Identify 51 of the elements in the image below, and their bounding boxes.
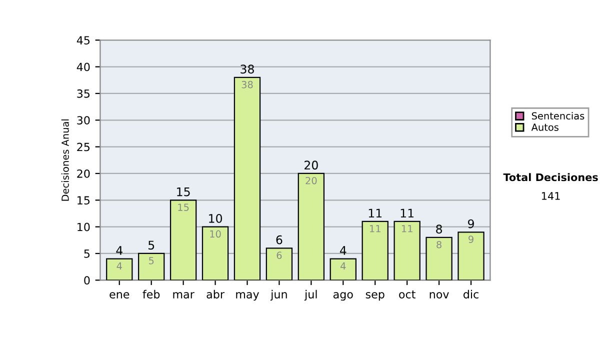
- x-tick-label: jul: [304, 290, 317, 301]
- y-tick-label: 35: [77, 89, 90, 98]
- total-label: 6: [276, 235, 282, 244]
- total-label: 8: [436, 224, 442, 234]
- x-tick-label: dic: [464, 290, 478, 298]
- data-label: 10: [210, 230, 221, 238]
- total-label: 4: [340, 246, 346, 255]
- x-tick-label: jun: [270, 290, 287, 301]
- total-label: 11: [400, 208, 414, 218]
- x-tick-label: feb: [142, 290, 160, 298]
- data-label: 38: [242, 80, 253, 88]
- y-tick-label: 30: [77, 116, 90, 125]
- x-tick-label: may: [236, 292, 260, 301]
- x-tick-label: abr: [206, 290, 224, 298]
- y-tick-label: 20: [77, 169, 90, 178]
- y-tick-label: 5: [84, 250, 90, 258]
- x-tick-label: ene: [110, 292, 130, 298]
- total-label: 15: [177, 187, 190, 196]
- total-label: 38: [240, 64, 254, 74]
- y-tick-label: 45: [76, 36, 90, 44]
- total-label: 10: [209, 214, 222, 223]
- x-tick-label: mar: [173, 292, 194, 298]
- total-label: 20: [304, 160, 318, 170]
- data-label: 20: [306, 176, 317, 184]
- data-label: 4: [340, 262, 346, 270]
- data-label: 4: [116, 262, 122, 270]
- total-label: 5: [148, 240, 154, 250]
- total-label: 11: [368, 208, 382, 218]
- legend-label: Autos: [531, 124, 558, 131]
- y-axis-title: Decisiones Anual: [61, 119, 69, 201]
- total-label: 4: [116, 246, 122, 255]
- text: 141: [542, 192, 560, 200]
- text: Total Decisiones: [503, 173, 598, 182]
- data-label: 9: [468, 236, 474, 243]
- x-tick-label: nov: [430, 292, 449, 298]
- data-label: 11: [370, 225, 380, 232]
- y-tick-label: 15: [78, 196, 90, 205]
- y-tick-label: 40: [76, 62, 90, 72]
- data-label: 5: [149, 257, 154, 264]
- y-tick-label: 10: [78, 222, 90, 232]
- y-tick-label: 0: [84, 276, 90, 285]
- x-tick-label: oct: [399, 290, 416, 298]
- legend-label: Sentencias: [532, 112, 584, 120]
- data-label: 6: [276, 252, 282, 259]
- data-label: 15: [178, 204, 189, 211]
- data-label: 8: [436, 240, 442, 248]
- total-label: 9: [468, 219, 474, 228]
- x-tick-label: ago: [333, 292, 353, 301]
- x-tick-label: sep: [366, 292, 384, 301]
- y-tick-label: 25: [77, 142, 90, 152]
- data-label: 11: [402, 225, 412, 232]
